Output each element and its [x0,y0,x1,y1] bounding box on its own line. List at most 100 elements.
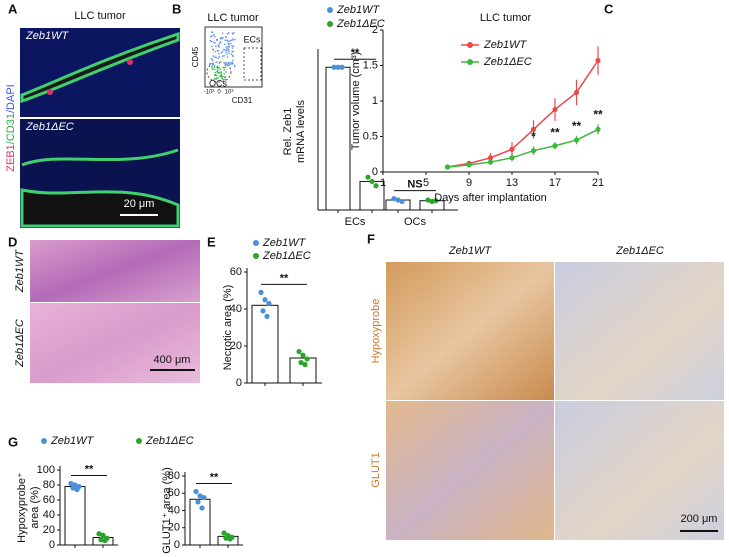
legend-label: Zeb1WT [50,435,94,447]
flow-dot [217,44,220,47]
data-point [102,537,108,544]
chart-title: LLC tumor [480,12,532,24]
flow-dot [228,64,231,66]
micrograph [30,240,200,302]
flow-dot [213,78,215,80]
data-point [573,89,580,96]
bar [251,304,279,384]
micrograph [555,262,724,400]
flow-dot [227,45,229,48]
x-tick-label: 13 [506,177,518,189]
gate [243,47,262,81]
flow-xlabel: CD31 [232,96,253,105]
flow-dot [218,46,220,48]
flow-dot [212,48,214,50]
flow-dot [233,32,235,34]
flow-dot [223,73,226,75]
flow-dot [229,61,231,64]
bar [64,486,86,546]
y-tick-label: 40 [230,303,242,315]
flow-dot [228,52,230,54]
data-point [369,178,375,185]
vessel [21,148,179,167]
data-point [339,64,345,70]
scale-label: 400 μm [154,354,191,366]
flow-dot [223,48,225,51]
flow-dot [221,50,224,53]
flow-dot [217,57,220,60]
y-tick-label: 80 [43,479,55,491]
significance-label: ** [351,47,360,59]
data-point [296,348,302,355]
data-point [466,162,472,168]
y-tick-label: 0 [372,166,378,178]
flow-dot [232,45,235,47]
flow-dot [219,41,221,43]
legend-label: Zeb1WT [262,237,306,249]
bar [325,66,351,211]
flow-dot [209,62,212,65]
data-point [195,499,201,505]
y-tick-label: 20 [230,340,242,352]
flow-dot [234,38,236,41]
data-point [201,494,207,501]
data-point [487,155,494,161]
stain-part: ZEB1 [5,144,17,172]
data-point [260,308,266,314]
legend-marker [253,253,259,259]
flow-dot [210,40,213,43]
flow-tick: -10³ [204,90,215,96]
flow-dot [214,71,217,74]
data-point [373,183,379,189]
flow-dot [217,72,219,74]
significance-label: * [531,130,536,144]
flow-dot [231,55,234,57]
flow-dot [225,51,227,54]
flow-dot [217,52,220,55]
flow-plot [204,26,263,88]
data-point [487,159,494,165]
micrograph [386,401,554,540]
significance-label: ** [550,125,560,139]
significance-label: NS [407,178,422,190]
y-tick-label: 0 [49,539,55,551]
flow-dot [226,33,229,35]
y-axis-label: Hypoxyprobe⁺ [16,472,28,543]
legend-marker [467,59,473,65]
flow-dot [211,63,214,65]
data-point [331,64,337,70]
data-point [96,531,102,537]
flow-dot [228,43,230,46]
y-tick-label: 60 [230,266,242,278]
flow-dot [211,58,213,60]
flow-dot [226,56,229,58]
flow-dot [231,47,234,49]
y-tick-label: 60 [168,487,180,499]
flow-dot [225,46,228,48]
data-point [552,143,558,149]
flow-dot [224,39,227,41]
significance-label: ** [593,108,603,122]
panel-letter: C [604,1,614,16]
flow-ylabel: CD45 [191,46,200,67]
flow-dot [218,66,220,69]
flow-dot [211,59,214,62]
flow-dot [219,68,222,71]
data-point [70,485,76,491]
data-point [399,198,405,205]
legend-marker [136,438,142,444]
x-tick-label: 1 [380,177,386,189]
data-point [395,197,401,203]
y-tick-label: 100 [37,464,55,476]
flow-dot [212,68,214,71]
flow-dot [211,31,213,34]
flow-dot [225,71,227,73]
data-point [262,297,268,303]
panel-letter: B [172,1,181,16]
legend-marker [467,42,473,48]
flow-dot [220,37,222,39]
flow-dot [214,35,216,38]
data-point [302,361,308,368]
row-label: Hypoxyprobe [370,299,382,364]
